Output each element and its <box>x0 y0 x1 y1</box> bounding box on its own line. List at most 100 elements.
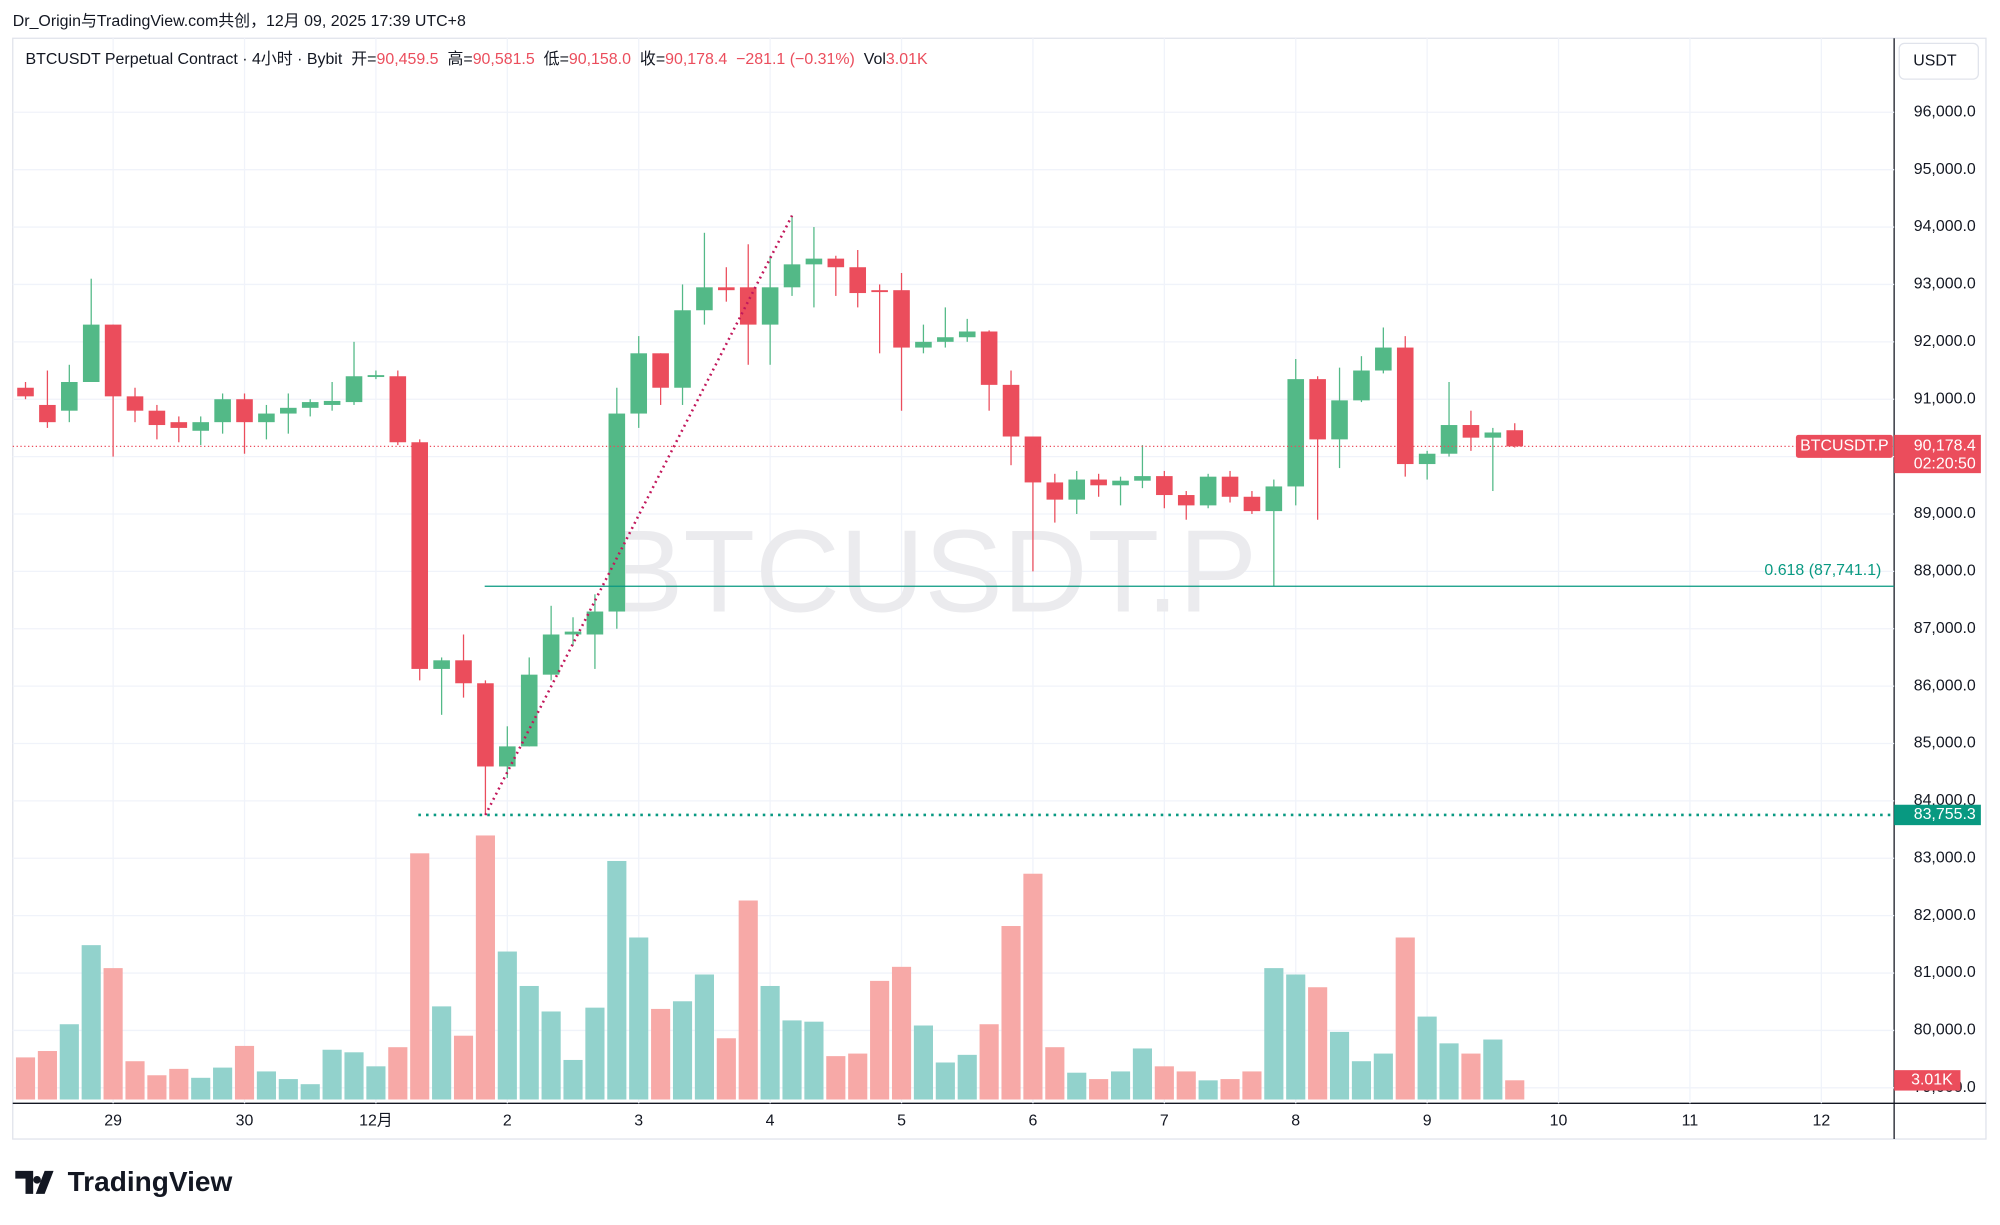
volume-bar <box>388 1047 408 1100</box>
legend: BTCUSDT Perpetual Contract · 4小时 · Bybit… <box>26 50 928 68</box>
volume-bar <box>629 937 649 1100</box>
candle-body <box>1396 347 1414 465</box>
volume-tag <box>1894 1070 1961 1091</box>
candle-body <box>258 413 275 423</box>
candle-body <box>280 407 297 414</box>
level-tag <box>1894 804 1981 826</box>
candle-body <box>126 396 144 411</box>
volume-bar <box>475 835 495 1100</box>
y-tick-label: 80,000.0 <box>1914 1022 1976 1039</box>
candle-body <box>433 660 450 669</box>
candle-body <box>1090 479 1107 486</box>
y-tick-label: 95,000.0 <box>1914 161 1976 178</box>
y-tick-label: 87,000.0 <box>1914 620 1976 637</box>
volume-bar <box>716 1038 736 1100</box>
volume-bar <box>1373 1053 1393 1100</box>
candle-body <box>564 631 582 635</box>
y-tick-label: 81,000.0 <box>1914 964 1976 981</box>
candle-body <box>608 413 626 612</box>
candle-body <box>674 310 691 388</box>
legend-vol-key: Vol <box>864 51 886 68</box>
x-tick-label: 10 <box>1550 1112 1568 1129</box>
frame <box>12 37 1987 1140</box>
currency-box <box>1898 42 1979 80</box>
volume-bar <box>1023 873 1043 1100</box>
candle-body <box>104 324 122 397</box>
volume-bar <box>125 1061 145 1100</box>
candle-body <box>1506 430 1524 447</box>
legend-value: 90,581.5 <box>473 51 535 68</box>
volume-bar <box>519 985 539 1100</box>
legend-key: 高= <box>447 50 472 68</box>
volume-bar <box>913 1025 933 1100</box>
volume-bar <box>979 1024 999 1100</box>
price-tag <box>1894 434 1981 474</box>
volume-bar <box>957 1054 977 1100</box>
candle-body <box>586 611 604 635</box>
volume-bar <box>344 1052 364 1100</box>
candle-body <box>1309 379 1326 440</box>
candle-body <box>739 287 757 325</box>
volume-bar <box>935 1062 955 1100</box>
volume-bar <box>1001 926 1021 1100</box>
volume-bar <box>848 1053 868 1100</box>
volume-bar <box>1308 987 1328 1100</box>
volume-bar <box>1264 968 1284 1100</box>
volume-bar <box>453 1035 474 1100</box>
candle-body <box>958 331 976 338</box>
legend-key: 收= <box>640 50 665 68</box>
candle-body <box>389 376 407 443</box>
candle-body <box>455 660 472 684</box>
volume-bar <box>322 1049 342 1100</box>
y-tick-label: 94,000.0 <box>1914 218 1976 235</box>
x-tick-label: 9 <box>1423 1112 1432 1129</box>
y-tick-label: 83,000.0 <box>1914 849 1976 866</box>
volume-bar <box>1242 1071 1262 1100</box>
volume-bar <box>103 968 123 1100</box>
volume-bar <box>541 1011 561 1100</box>
legend-symbol: BTCUSDT Perpetual Contract · 4小时 · Bybit <box>26 50 343 68</box>
volume-bar <box>81 945 101 1100</box>
header: Dr_Origin与TradingView.com共创，12月 09, 2025… <box>13 12 466 30</box>
volume-bar <box>1089 1079 1109 1100</box>
volume-bar <box>782 1020 802 1100</box>
volume-bar <box>37 1051 57 1100</box>
candle-body <box>170 422 188 428</box>
volume-bar <box>59 1024 79 1100</box>
legend-key: 开= <box>351 51 376 68</box>
x-tick-label: 7 <box>1160 1112 1169 1129</box>
volume-bar <box>1110 1071 1131 1100</box>
volume-bar <box>1483 1039 1503 1100</box>
logo-icon <box>15 1170 54 1194</box>
volume-bar <box>672 1001 693 1100</box>
y-tick-label: 88,000.0 <box>1914 563 1976 580</box>
volume-bar <box>366 1066 386 1100</box>
candle-body <box>367 375 385 378</box>
volume-bar <box>1176 1071 1196 1100</box>
candle-body <box>1177 495 1195 506</box>
x-tick-label: 11 <box>1682 1112 1699 1129</box>
volume-bar <box>169 1068 189 1100</box>
x-tick-label: 12 <box>1812 1112 1830 1129</box>
y-tick-label: 86,000.0 <box>1914 677 1976 694</box>
y-tick-label: 93,000.0 <box>1914 276 1976 293</box>
volume-bar <box>760 985 780 1100</box>
price-countdown: 02:20:50 <box>1914 455 1976 472</box>
candle-body <box>1462 425 1480 438</box>
price-name: BTCUSDT.P <box>1800 438 1889 455</box>
candle-body <box>652 353 669 388</box>
candle-body <box>520 674 538 747</box>
candle-body <box>411 442 429 669</box>
volume-bar <box>497 951 517 1100</box>
volume-bar <box>1505 1080 1525 1100</box>
candle-body <box>301 402 319 408</box>
volume-bar <box>1395 937 1415 1100</box>
y-tick-label: 92,000.0 <box>1914 333 1976 350</box>
y-tick-label: 85,000.0 <box>1914 735 1976 752</box>
candle-body <box>148 410 166 426</box>
volume-bar <box>1461 1053 1481 1100</box>
candle-body <box>1002 384 1020 437</box>
candle-body <box>849 267 867 294</box>
